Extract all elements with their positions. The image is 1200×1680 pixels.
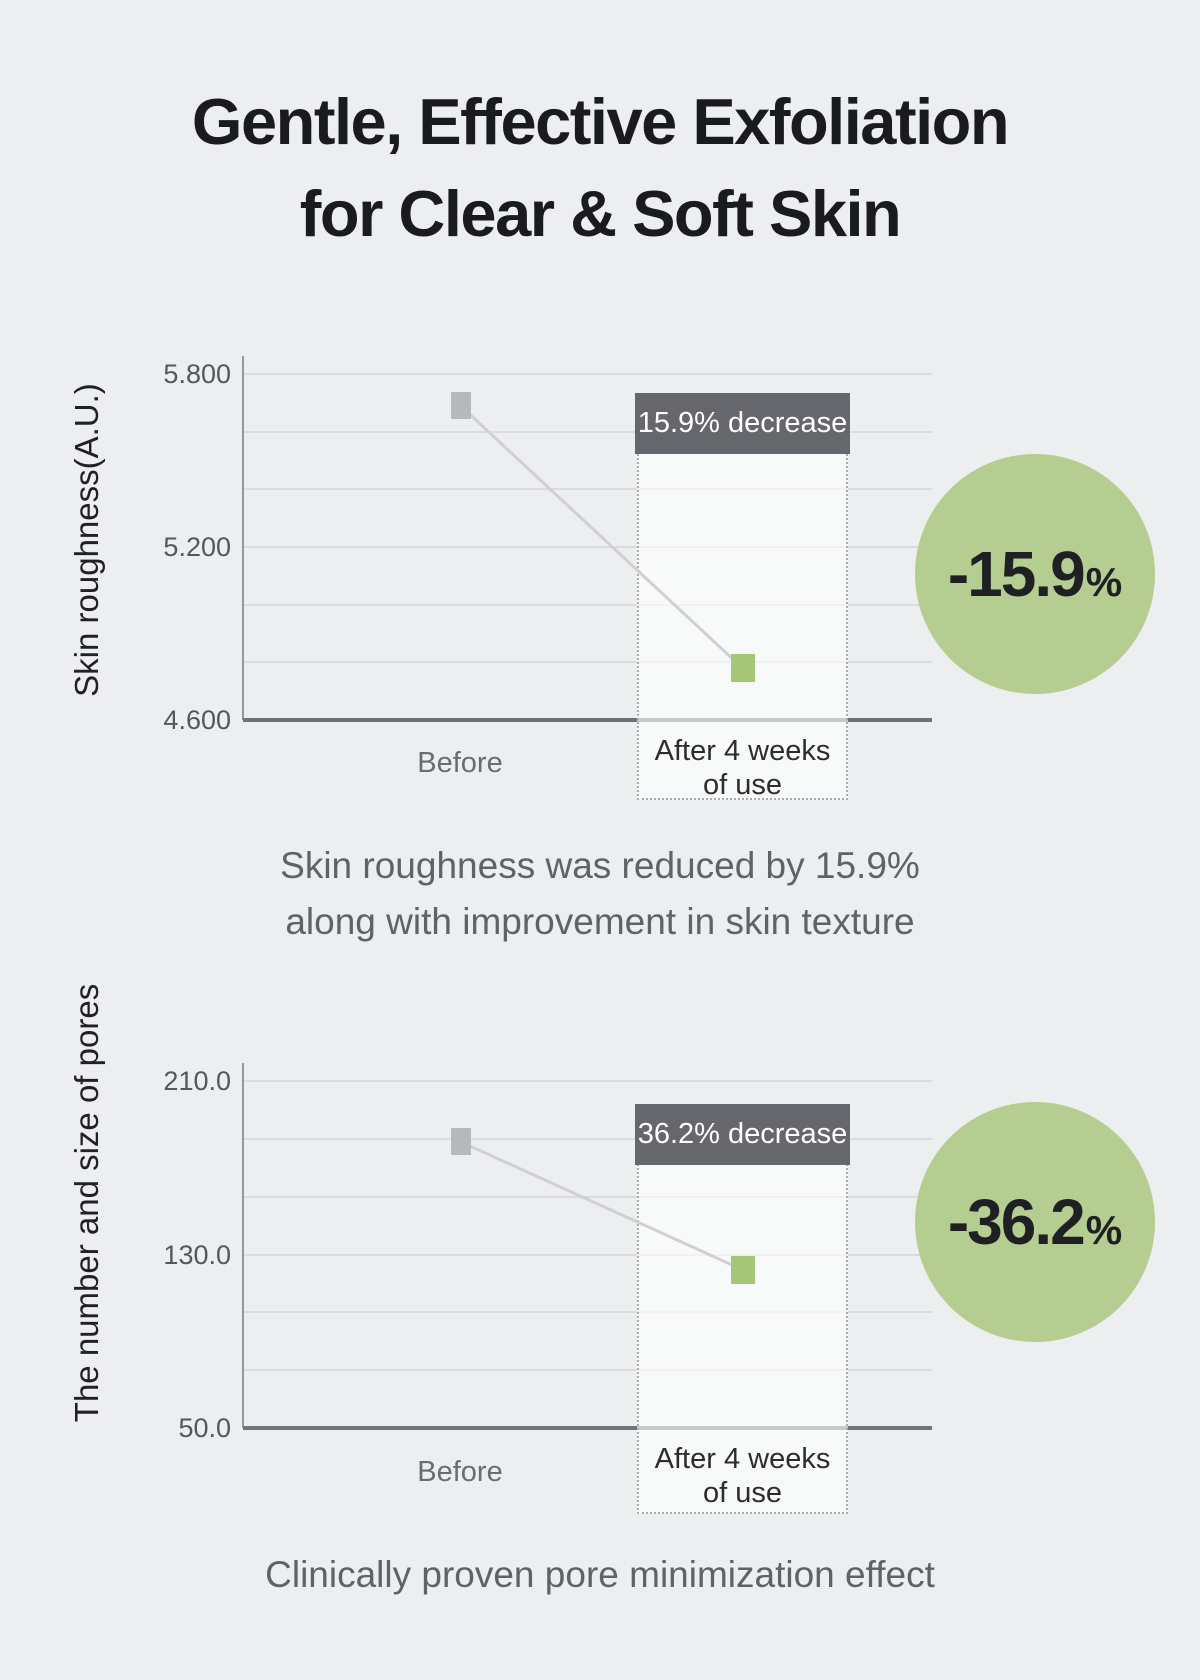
page-title-line1: Gentle, Effective Exfoliation — [191, 85, 1010, 158]
caption-pores: Clinically proven pore minimization effe… — [0, 1547, 1200, 1603]
caption-pores-line1: Clinically proven pore minimization effe… — [265, 1554, 935, 1595]
badge-value: -36.2 — [947, 1186, 1086, 1258]
after-data-point — [730, 654, 755, 683]
x-axis-line — [243, 1426, 932, 1430]
page-title: Gentle, Effective Exfoliation for Clear … — [0, 76, 1200, 260]
caption-roughness-line1: Skin roughness was reduced by 15.9% — [280, 845, 920, 886]
y-tick-label: 5.200 — [163, 532, 231, 562]
badge-value: -15.9 — [947, 538, 1086, 610]
y-axis-line — [242, 356, 244, 720]
gridline — [243, 1311, 932, 1314]
caption-roughness-line2: along with improvement in skin texture — [285, 901, 915, 942]
y-axis-title-roughness: Skin roughness(A.U.) — [68, 383, 105, 697]
gridline — [243, 1369, 932, 1372]
before-data-point — [450, 1128, 471, 1156]
percent-sign: % — [1085, 559, 1123, 605]
decrease-label-roughness: 15.9% decrease — [635, 393, 850, 454]
y-tick-label: 210.0 — [163, 1066, 231, 1096]
y-axis-title-pores: The number and size of pores — [68, 983, 105, 1423]
y-tick-label: 5.800 — [163, 359, 231, 389]
x-label-after: After 4 weeks of use — [637, 734, 848, 802]
percent-badge-text: -15.9 % — [948, 537, 1122, 611]
gridline — [243, 1080, 932, 1082]
page-title-line2: for Clear & Soft Skin — [299, 177, 902, 250]
y-tick-label: 50.0 — [178, 1413, 231, 1443]
caption-roughness: Skin roughness was reduced by 15.9% alon… — [0, 838, 1200, 950]
y-tick-label: 130.0 — [163, 1239, 231, 1270]
x-label-after-line2: of use — [703, 1477, 782, 1509]
after-data-point — [730, 1255, 755, 1284]
x-label-before: Before — [417, 747, 503, 779]
x-label-before: Before — [417, 1456, 503, 1488]
gridline — [243, 1137, 932, 1140]
gridline — [243, 373, 932, 375]
y-axis-line — [242, 1063, 244, 1428]
y-tick-label: 4.600 — [163, 705, 231, 735]
percent-badge-text: -36.2 % — [948, 1185, 1122, 1259]
x-label-after-line1: After 4 weeks — [654, 735, 831, 767]
percent-badge-roughness: -15.9 % — [915, 454, 1155, 694]
decrease-label-pores: 36.2% decrease — [635, 1104, 850, 1165]
percent-sign: % — [1085, 1207, 1123, 1253]
percent-badge-pores: -36.2 % — [915, 1102, 1155, 1342]
x-label-after-line2: of use — [703, 769, 782, 801]
x-label-after-line1: After 4 weeks — [654, 1443, 831, 1475]
x-axis-line — [243, 718, 932, 722]
x-label-after: After 4 weeks of use — [637, 1442, 848, 1510]
before-data-point — [450, 392, 471, 420]
